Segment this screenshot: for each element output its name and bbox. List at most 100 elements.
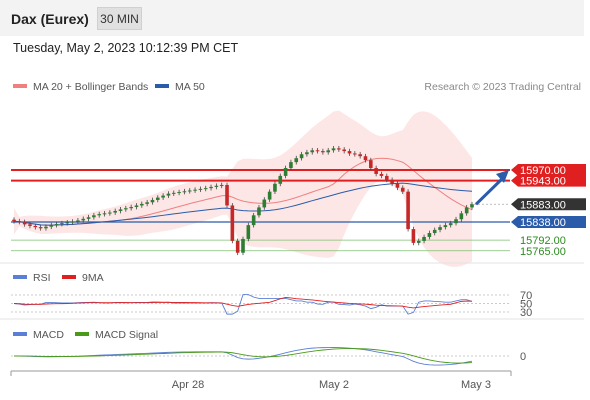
candle-body (44, 226, 48, 229)
projection-arrow-head (496, 170, 509, 183)
header-bar: Dax (Eurex) 30 MIN (0, 0, 584, 36)
level-tag-last (511, 198, 586, 211)
signal-legend-swatch (75, 332, 89, 336)
bb-legend-swatch (13, 84, 27, 88)
rsi-level-label: 70 (520, 290, 532, 302)
candle-body (140, 203, 144, 206)
candle-body (326, 150, 331, 153)
candle-body (459, 213, 464, 220)
candle-body (155, 197, 160, 200)
candle-body (342, 149, 346, 152)
candle-body (12, 219, 16, 222)
candle-body (187, 190, 192, 192)
candle-body (416, 240, 421, 243)
candle-body (432, 229, 437, 234)
candle-body (92, 215, 96, 218)
candle-body (70, 221, 75, 223)
candle-body (203, 188, 208, 190)
candle-body (273, 183, 277, 192)
candle-body (267, 191, 272, 200)
rsi-ma-legend-label: 9MA (82, 272, 104, 284)
rsi-legend-label: RSI (33, 272, 51, 284)
rsi-level-label: 50 (520, 299, 532, 311)
candle-body (358, 154, 362, 157)
candle-body (65, 222, 70, 224)
candle-body (86, 217, 91, 219)
candle-body (182, 191, 187, 193)
bb-legend-label: MA 20 + Bollinger Bands (33, 81, 148, 93)
candle-body (438, 227, 442, 230)
candle-body (289, 162, 293, 169)
signal-legend-label: MACD Signal (95, 329, 158, 341)
candle-body (28, 224, 32, 226)
candle-body (118, 209, 123, 211)
rsi-level-label: 30 (520, 307, 532, 319)
timeframe-button[interactable]: 30 MIN (97, 7, 142, 30)
ma50-legend-swatch (155, 84, 169, 88)
candle-body (54, 223, 59, 226)
level-label-last: 15883.00 (520, 199, 566, 211)
candle-body (278, 175, 283, 184)
level-label-resistance: 15943.00 (520, 176, 566, 188)
rsi-legend-swatch (13, 275, 27, 279)
candle-body (171, 192, 176, 194)
candle-body (448, 223, 453, 226)
level-label-support: 15838.00 (520, 217, 566, 229)
level-tag-support (511, 216, 586, 228)
macd-zero-label: 0 (520, 351, 526, 363)
projection-arrow (474, 174, 507, 206)
candle-body (257, 207, 261, 216)
candle-body (60, 223, 64, 225)
candle-body (49, 225, 54, 227)
rsi-ma-legend-swatch (62, 275, 76, 279)
candle-body (310, 150, 315, 153)
level-label-target: 15765.00 (520, 246, 566, 258)
candle-body (464, 207, 469, 214)
candle-body (161, 195, 165, 198)
macd-panel: 0 (11, 347, 526, 366)
x-label-may2: May 2 (319, 379, 349, 391)
candle-body (321, 151, 325, 153)
ma50-line (13, 182, 473, 226)
candle-body (470, 204, 474, 208)
level-tag-resistance (511, 174, 586, 187)
candle-body (241, 238, 245, 253)
x-label-may3: May 3 (461, 379, 491, 391)
candle-body (81, 218, 86, 221)
candle-body (395, 183, 400, 188)
candle-body (262, 199, 267, 208)
candle-body (177, 192, 181, 194)
candle-body (379, 173, 384, 176)
candle-body (230, 205, 235, 241)
candle-body (193, 189, 197, 191)
candle-body (150, 199, 155, 203)
candle-body (400, 187, 405, 192)
candle-body (22, 222, 27, 225)
candle-body (384, 175, 389, 180)
candle-body (102, 213, 107, 215)
candle-body (17, 221, 22, 223)
candle-body (113, 210, 117, 213)
candle-body (390, 179, 394, 184)
candle-body (246, 225, 251, 239)
macd-legend-swatch (13, 332, 27, 336)
candle-body (129, 207, 133, 209)
candle-body (251, 215, 256, 226)
candle-body (219, 184, 224, 186)
candle-body (38, 227, 43, 229)
candle-body (108, 212, 112, 214)
candle-body (411, 229, 416, 243)
candle-body (33, 225, 38, 228)
ma50-legend-label: MA 50 (175, 81, 205, 93)
candle-body (145, 202, 149, 204)
rsi-line (13, 294, 473, 315)
candle-body (374, 168, 378, 174)
candle-body (198, 188, 203, 190)
candle-body (214, 185, 219, 187)
candle-body (97, 214, 102, 216)
candle-body (369, 160, 373, 169)
candle-body (427, 233, 432, 237)
